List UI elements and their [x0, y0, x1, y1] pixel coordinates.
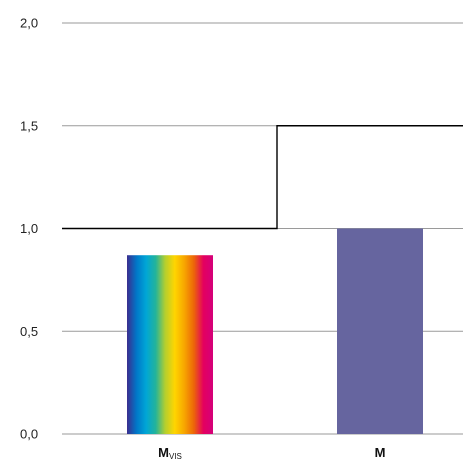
threshold-line	[62, 125, 463, 230]
category-label: M	[375, 445, 386, 460]
bars	[127, 228, 423, 434]
threshold-step-line	[62, 125, 463, 230]
x-axis-categories: MVIS M	[158, 445, 385, 460]
y-tick-label: 2,0	[20, 16, 38, 31]
y-tick-label: 1,0	[20, 221, 38, 236]
y-axis-ticks: 0,0 0,5 1,0 1,5 2,0	[20, 16, 38, 442]
bar-m	[337, 228, 423, 434]
y-tick-label: 1,5	[20, 118, 38, 133]
bar-m-vis	[127, 255, 213, 434]
category-label: MVIS	[158, 445, 182, 460]
y-tick-label: 0,0	[20, 427, 38, 442]
y-tick-label: 0,5	[20, 324, 38, 339]
